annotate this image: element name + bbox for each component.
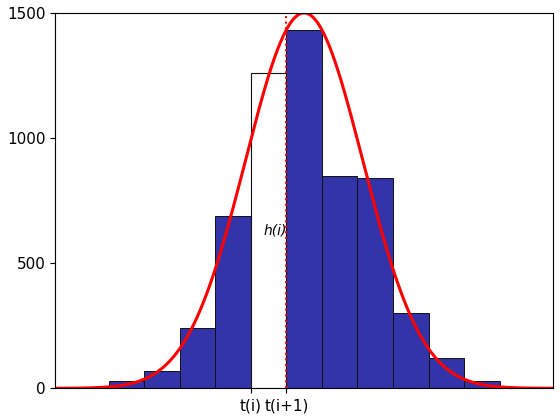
Bar: [322, 176, 357, 389]
Bar: [144, 371, 180, 388]
Bar: [464, 381, 500, 388]
Bar: [180, 328, 215, 388]
Text: h(i): h(i): [263, 224, 287, 238]
Bar: [286, 31, 322, 388]
Bar: [251, 73, 286, 389]
Bar: [109, 381, 144, 388]
Bar: [393, 313, 428, 388]
Bar: [357, 178, 393, 388]
Bar: [215, 215, 251, 388]
Bar: [428, 358, 464, 388]
